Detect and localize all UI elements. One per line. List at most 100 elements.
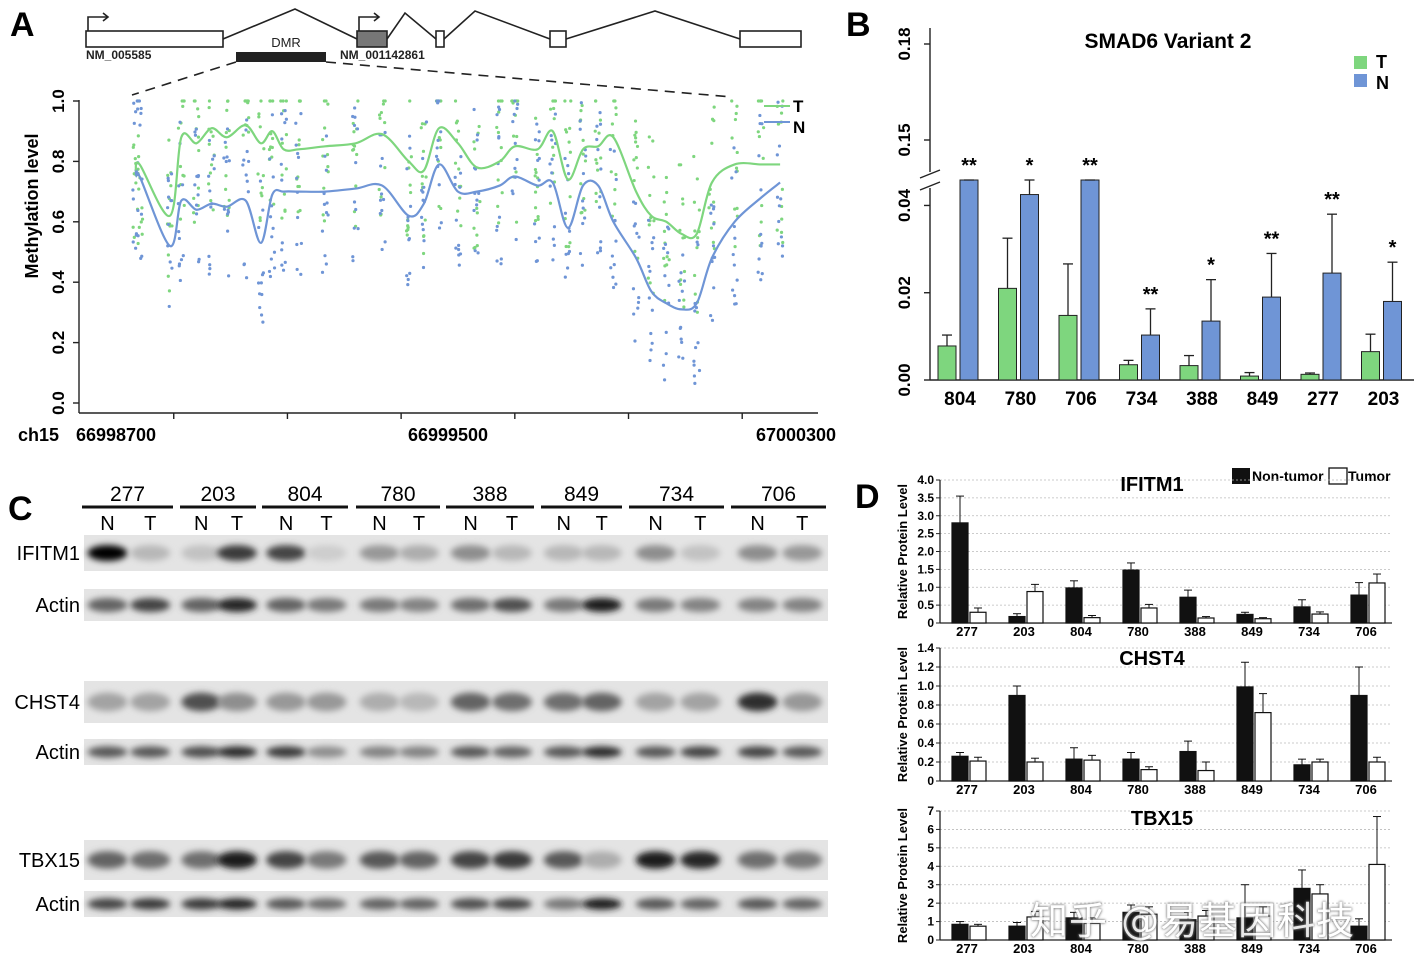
a-data-point — [650, 247, 655, 251]
d-bar-tumor — [1368, 761, 1386, 782]
d-bar-nontumor — [1179, 596, 1197, 624]
a-data-point — [637, 235, 641, 239]
a-data-point — [226, 229, 230, 233]
a-data-point — [139, 111, 143, 115]
a-data-point — [568, 195, 572, 199]
c-row-label: CHST4 — [14, 692, 80, 714]
a-data-point — [756, 270, 760, 274]
a-data-point — [283, 109, 287, 113]
a-data-point — [222, 207, 227, 211]
a-data-point — [134, 246, 138, 250]
b-bar-N — [1201, 320, 1221, 381]
a-data-point — [383, 166, 387, 170]
a-data-point — [533, 219, 538, 223]
a-data-point — [581, 152, 585, 156]
d-bar-nontumor — [1236, 613, 1254, 624]
a-data-point — [207, 99, 212, 103]
a-data-point — [459, 154, 463, 159]
a-data-point — [734, 166, 739, 170]
a-data-point — [209, 205, 213, 209]
c-band — [635, 545, 676, 561]
a-data-point — [271, 99, 275, 103]
a-data-point — [294, 121, 298, 125]
a-data-point — [477, 191, 481, 195]
transcript-label-2: NM_001142861 — [340, 48, 425, 62]
a-data-point — [131, 240, 135, 244]
a-data-point — [352, 123, 357, 128]
a-data-point — [734, 111, 738, 116]
a-data-point — [635, 166, 639, 170]
d-x-tick-label: 388 — [1184, 941, 1206, 956]
a-data-point — [694, 345, 698, 350]
d-y-tick-label: 1.0 — [917, 580, 934, 594]
a-data-point — [781, 240, 785, 245]
a-data-point — [136, 107, 140, 111]
a-data-point — [473, 249, 477, 253]
c-band — [737, 597, 778, 613]
d-y-tick-label: 2.0 — [917, 545, 934, 559]
a-data-point — [499, 262, 503, 266]
a-data-point — [733, 236, 737, 240]
a-data-point — [650, 308, 654, 312]
c-lane-label: N — [372, 513, 386, 535]
c-band — [737, 898, 778, 910]
c-band — [130, 692, 171, 712]
a-data-point — [664, 212, 668, 217]
a-data-point — [757, 154, 761, 158]
a-data-point — [244, 173, 248, 177]
a-data-point — [711, 244, 716, 248]
c-band — [306, 851, 347, 869]
a-data-point — [453, 99, 458, 103]
a-data-point — [662, 200, 666, 204]
a-data-point — [421, 149, 426, 153]
a-data-point — [381, 102, 386, 106]
c-band — [492, 597, 532, 613]
a-data-point — [421, 156, 425, 161]
b-bar-T — [1179, 365, 1199, 381]
a-data-point — [534, 239, 538, 244]
a-data-point — [208, 189, 212, 193]
a-data-point — [279, 162, 283, 166]
a-data-point — [406, 219, 410, 223]
panel-d-protein-level: Non-tumor Tumor 0 0.5 1.0 1.5 2.0 2.5 3.0 3.5 4.… — [895, 467, 1392, 956]
a-data-point — [759, 188, 763, 192]
a-data-point — [170, 224, 174, 228]
a-data-point — [169, 172, 174, 176]
a-data-point — [457, 167, 461, 171]
a-data-point — [692, 154, 696, 159]
d-x-tick-label: 706 — [1355, 941, 1377, 956]
a-data-point — [594, 191, 598, 195]
a-data-point — [261, 174, 265, 178]
b-significance: ** — [1082, 155, 1098, 177]
a-data-point — [652, 219, 656, 223]
a-data-point — [533, 174, 537, 178]
exon-4 — [549, 30, 567, 48]
a-data-point — [180, 99, 184, 103]
c-band — [399, 746, 439, 758]
a-data-point — [225, 108, 229, 112]
a-data-point — [548, 201, 553, 205]
a-data-point — [677, 298, 681, 303]
a-data-point — [510, 99, 515, 103]
a-data-point — [458, 196, 462, 200]
a-data-point — [632, 312, 636, 316]
a-data-point — [207, 182, 211, 186]
d-x-tick-label: 804 — [1070, 624, 1092, 639]
a-data-point — [167, 289, 172, 293]
a-data-point — [635, 144, 640, 149]
a-data-point — [242, 158, 246, 162]
a-data-point — [598, 118, 603, 122]
a-data-point — [566, 172, 571, 176]
a-data-point — [299, 241, 304, 246]
a-data-point — [599, 167, 603, 171]
tss-arrow-2-head — [373, 12, 381, 22]
c-band — [782, 692, 823, 712]
a-data-point — [245, 99, 249, 103]
a-data-point — [495, 125, 499, 130]
d-bar-nontumor — [1122, 569, 1140, 624]
a-data-point — [326, 102, 330, 106]
b-bar-T — [1240, 375, 1259, 381]
d-bar-nontumor — [1065, 587, 1083, 624]
a-data-point — [497, 134, 501, 139]
a-data-point — [634, 130, 638, 134]
